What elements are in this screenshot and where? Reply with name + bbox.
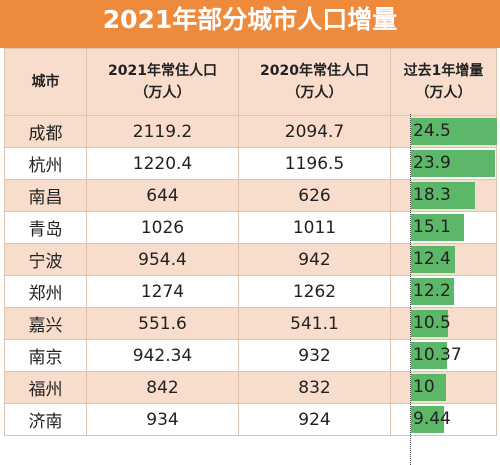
increase-bar [411,406,445,433]
table-row: 济南 934 924 9.44 [4,403,497,436]
cell-pop2020: 924 [238,403,391,436]
cell-increase: 18.3 [390,179,497,212]
table-row: 杭州 1220.4 1196.5 23.9 [4,147,497,180]
cell-pop2020: 832 [238,371,391,404]
cell-pop2020: 1196.5 [238,147,391,180]
cell-pop2021: 551.6 [86,307,239,340]
cell-city: 青岛 [4,211,87,244]
increase-bar [411,278,454,305]
cell-city: 成都 [4,115,87,148]
cell-increase: 10.37 [390,339,497,372]
cell-pop2021: 1026 [86,211,239,244]
cell-increase: 9.44 [390,403,497,436]
cell-pop2020: 2094.7 [238,115,391,148]
cell-increase: 10.5 [390,307,497,340]
increase-label: 12.2 [413,281,451,301]
cell-pop2021: 1274 [86,275,239,308]
cell-pop2021: 934 [86,403,239,436]
increase-label: 9.44 [413,409,451,429]
increase-label: 15.1 [413,217,451,237]
cell-increase: 15.1 [390,211,497,244]
table-row: 郑州 1274 1262 12.2 [4,275,497,308]
table-row: 青岛 1026 1011 15.1 [4,211,497,244]
cell-increase: 12.2 [390,275,497,308]
increase-label: 18.3 [413,185,451,205]
increase-bar [411,310,448,337]
table-row: 嘉兴 551.6 541.1 10.5 [4,307,497,340]
table-row: 宁波 954.4 942 12.4 [4,243,497,276]
cell-city: 济南 [4,403,87,436]
cell-city: 嘉兴 [4,307,87,340]
cell-pop2021: 1220.4 [86,147,239,180]
header-pop2021: 2021年常住人口 （万人） [86,48,239,116]
cell-city: 南昌 [4,179,87,212]
increase-bar [411,214,464,241]
increase-label: 12.4 [413,249,451,269]
cell-pop2020: 942 [238,243,391,276]
table-row: 南京 942.34 932 10.37 [4,339,497,372]
cell-pop2020: 932 [238,339,391,372]
increase-bar [411,342,448,369]
cell-pop2021: 954.4 [86,243,239,276]
increase-label: 10 [413,377,435,397]
table-row: 南昌 644 626 18.3 [4,179,497,212]
table-row: 成都 2119.2 2094.7 24.5 [4,115,497,148]
increase-label: 10.5 [413,313,451,333]
increase-bar [411,246,455,273]
header-city: 城市 [4,48,87,116]
cell-pop2020: 1262 [238,275,391,308]
cell-city: 杭州 [4,147,87,180]
increase-bar [411,150,495,177]
cell-pop2021: 842 [86,371,239,404]
cell-pop2021: 2119.2 [86,115,239,148]
increase-bar [411,182,476,209]
increase-label: 23.9 [413,153,451,173]
cell-pop2021: 942.34 [86,339,239,372]
header-row: 城市 2021年常住人口 （万人） 2020年常住人口 （万人） 过去1年增量 （万人… [4,48,497,116]
data-table: 城市 2021年常住人口 （万人） 2020年常住人口 （万人） 过去1年增量 （万人… [4,48,497,436]
increase-label: 10.37 [413,345,462,365]
increase-label: 24.5 [413,121,451,141]
cell-city: 南京 [4,339,87,372]
cell-increase: 23.9 [390,147,497,180]
cell-city: 福州 [4,371,87,404]
cell-pop2020: 626 [238,179,391,212]
header-increase: 过去1年增量 （万人） [390,48,497,116]
increase-bar [411,118,497,145]
cell-increase: 24.5 [390,115,497,148]
cell-pop2021: 644 [86,179,239,212]
header-pop2020: 2020年常住人口 （万人） [238,48,391,116]
increase-bar [411,374,447,401]
cell-increase: 10 [390,371,497,404]
cell-increase: 12.4 [390,243,497,276]
bar-baseline [410,114,411,465]
cell-city: 郑州 [4,275,87,308]
cell-pop2020: 541.1 [238,307,391,340]
cell-city: 宁波 [4,243,87,276]
cell-pop2020: 1011 [238,211,391,244]
table-row: 福州 842 832 10 [4,371,497,404]
chart-title: 2021年部分城市人口增量 [0,0,500,48]
